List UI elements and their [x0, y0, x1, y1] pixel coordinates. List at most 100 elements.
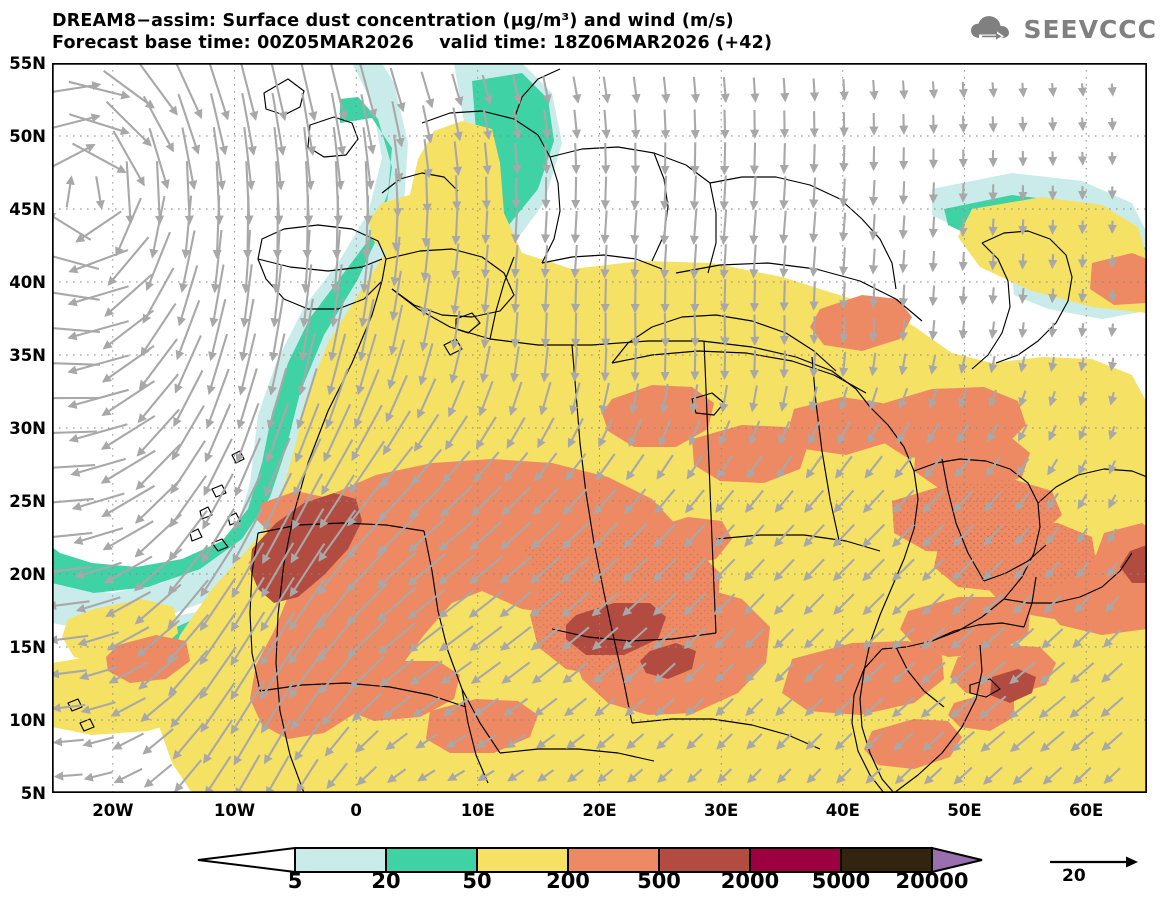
wind-vector [298, 298, 314, 362]
wind-vector [804, 697, 824, 717]
wind-vector [78, 666, 118, 681]
wind-vector [862, 627, 885, 650]
wind-vector [202, 473, 234, 530]
wind-vector [388, 304, 404, 356]
wind-vector [259, 645, 296, 701]
wind-vector [1078, 425, 1088, 441]
wind-vector [891, 662, 916, 684]
wind-vector [716, 455, 733, 480]
wind-vector [261, 681, 295, 734]
wind-vector [600, 347, 610, 382]
wind-vector [272, 195, 283, 260]
wind-vector [418, 343, 434, 386]
wind-vector [780, 77, 790, 103]
colorbar-over-tip [931, 846, 983, 874]
wind-vector [926, 422, 941, 444]
wind-vector [748, 420, 761, 446]
wind-vector [235, 402, 260, 464]
wind-vector [660, 313, 670, 348]
wind-vector [288, 646, 327, 699]
wind-vector [869, 79, 879, 101]
wind-vector [833, 489, 855, 513]
wind-vector [421, 105, 434, 144]
wind-vector [869, 283, 879, 309]
wind-vector [921, 524, 945, 547]
wind-vector [838, 212, 849, 242]
forecast-time-line: Forecast base time: 00Z05MAR2026 valid t… [52, 33, 773, 53]
wind-vector [389, 67, 406, 113]
wind-vector [351, 692, 382, 722]
wind-vector [624, 697, 646, 717]
wind-vector [265, 402, 290, 464]
wind-vector [105, 101, 152, 147]
wind-vector [600, 278, 610, 314]
wind-vector [1012, 766, 1033, 785]
wind-vector [125, 161, 135, 225]
wind-vector [542, 76, 552, 104]
wind-vector [52, 430, 97, 435]
wind-vector [177, 93, 201, 155]
wind-vector [440, 661, 473, 685]
wind-vector [1103, 629, 1122, 648]
wind-vector [499, 590, 533, 618]
wind-vector [537, 769, 555, 782]
wind-vector [626, 733, 645, 750]
colorbar-band-6 [749, 847, 842, 873]
wind-vector [477, 769, 495, 782]
wind-vector [779, 350, 789, 379]
wind-vector [773, 558, 795, 582]
wind-vector [512, 143, 522, 175]
wind-vector [833, 628, 855, 649]
wind-vector [952, 524, 974, 547]
wind-vector [776, 733, 793, 750]
lat-tick-50N: 50N [9, 127, 46, 146]
wind-vector [1041, 628, 1064, 649]
wind-vector [173, 370, 204, 428]
wind-vector [112, 732, 144, 750]
wind-vector [803, 558, 825, 582]
wind-vector [177, 265, 199, 327]
wind-vector [1017, 424, 1028, 442]
wind-vector [560, 591, 591, 617]
wind-vector [714, 628, 736, 649]
wind-vector [201, 508, 235, 564]
wind-vector [659, 209, 670, 245]
wind-vector [103, 555, 153, 584]
wind-vector [230, 645, 266, 701]
wind-vector [891, 523, 916, 548]
wind-vector [862, 593, 885, 616]
wind-vector [839, 282, 849, 310]
wind-vector [1107, 323, 1118, 337]
wind-vector [470, 486, 502, 517]
wind-vector [412, 696, 441, 717]
wind-vector [898, 319, 909, 342]
wind-vector [288, 577, 326, 631]
wind-vector [839, 351, 849, 378]
wind-vector [1010, 730, 1036, 752]
wind-vector [630, 347, 640, 382]
wind-vector [358, 63, 378, 119]
wind-vector [778, 420, 791, 445]
wind-vector [439, 485, 473, 518]
wind-vector [329, 264, 343, 328]
wind-vector [809, 246, 819, 277]
wind-vector [236, 368, 258, 430]
wind-vector [354, 729, 379, 753]
wind-vector [294, 403, 320, 463]
wind-vector [110, 697, 146, 717]
wind-vector [389, 270, 402, 322]
wind-vector [928, 182, 939, 204]
wind-vector [181, 127, 198, 190]
wind-vector [68, 249, 129, 274]
wind-vector [134, 478, 182, 524]
wind-vector [357, 298, 375, 362]
wind-vector [982, 593, 1004, 615]
wind-vector [921, 558, 945, 582]
wind-vector [689, 175, 700, 211]
wind-vector [713, 593, 736, 616]
wind-vector [71, 492, 125, 511]
wind-vector [243, 126, 256, 191]
wind-vector [206, 333, 229, 396]
lon-tick-30E: 30E [704, 801, 739, 820]
